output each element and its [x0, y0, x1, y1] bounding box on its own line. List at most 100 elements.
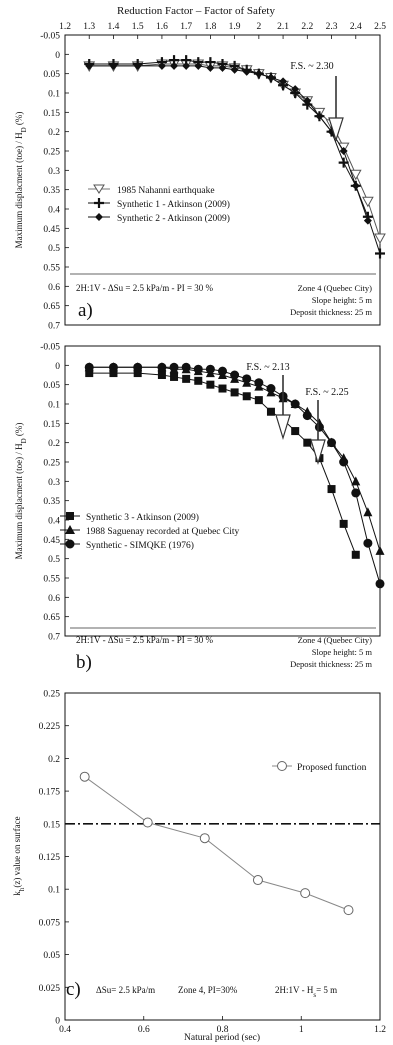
legend-label-synthetic-2: Synthetic 2 - Atkinson (2009) — [117, 213, 230, 224]
data-point-c-1-2 — [142, 817, 153, 828]
y-tick-label-a: 0.35 — [43, 186, 60, 196]
y-tick-label-a: 0.25 — [43, 148, 60, 158]
data-point-b-3-18 — [327, 438, 337, 448]
x-tick-label-a: 1.4 — [108, 22, 120, 32]
data-point-b-3-7 — [193, 364, 203, 374]
y-tick-label-b: 0.6 — [48, 594, 60, 604]
data-point-b-3-4 — [157, 362, 167, 372]
fs-arrow-head-a — [328, 117, 344, 142]
data-point-b-1-5 — [170, 372, 179, 381]
data-point-b-1-4 — [157, 371, 166, 379]
panel-c: 0.4 0.6 0.8 1 1.2 0 0.025 0.05 0.075 0.1 0.125 0.1… — [12, 690, 386, 1044]
y-tick-label-c: 0 — [55, 1017, 60, 1027]
y-tick-label-b: 0.05 — [43, 381, 60, 391]
series-line-b-3 — [89, 366, 381, 584]
y-tick-label-b: 0.15 — [43, 420, 60, 430]
data-point-c-1-6 — [343, 905, 354, 916]
x-tick-label-a: 2.1 — [277, 22, 289, 32]
info-right-a-1: Zone 4 (Quebec City) — [298, 283, 373, 293]
data-point-b-3-19 — [339, 457, 349, 467]
data-point-b-1-12 — [254, 396, 263, 405]
y-tick-label-c: 0.1 — [48, 886, 60, 896]
y-axis-title-b: Maximum displacment (toe) / HD (%) — [14, 423, 28, 560]
data-point-a-3-13 — [266, 73, 275, 82]
y-tick-label-a: 0 — [55, 51, 60, 61]
y-tick-label-c: 0.05 — [43, 951, 60, 961]
y-tick-label-a: 0.55 — [43, 264, 60, 274]
legend-label-nahanni: 1985 Nahanni earthquake — [117, 186, 215, 196]
y-tick-label-b: 0.7 — [48, 633, 60, 643]
legend-marker-nahanni — [93, 184, 105, 194]
data-point-b-1-13 — [266, 407, 275, 416]
data-point-a-3-17 — [315, 112, 324, 121]
info-right-a-3: Deposit thickness: 25 m — [290, 307, 372, 317]
data-point-b-1-1 — [85, 369, 94, 378]
x-tick-label-a: 1.3 — [83, 22, 95, 32]
data-point-b-1-7 — [194, 376, 203, 385]
data-point-b-1-15 — [291, 427, 300, 436]
x-tick-label-a: 1.9 — [229, 22, 241, 32]
y-tick-label-a: 0.7 — [48, 322, 60, 332]
data-point-a-3-19 — [339, 147, 348, 155]
x-tick-label-c: 1 — [299, 1025, 304, 1035]
data-point-a-3-20 — [351, 181, 360, 190]
plot-frame-c — [64, 692, 381, 1021]
data-point-b-1-19 — [339, 519, 348, 528]
data-point-a-3-10 — [230, 65, 239, 74]
x-tick-label-a: 1.6 — [156, 22, 168, 32]
series-line-c-1 — [84, 776, 349, 911]
data-point-c-1-4 — [252, 875, 263, 886]
data-point-b-3-21 — [363, 538, 373, 548]
info-c-zone: Zone 4, PI=30% — [178, 985, 238, 995]
y-tick-label-b: 0.25 — [43, 459, 60, 469]
data-point-a-3-3 — [133, 61, 142, 70]
y-tick-label-b: 0.55 — [43, 575, 60, 585]
x-tick-label-a: 2 — [256, 22, 261, 32]
series-line-b-2 — [89, 366, 381, 552]
plot-frame-a — [64, 34, 381, 326]
y-tick-label-a: 0.2 — [48, 128, 60, 138]
data-point-a-3-1 — [85, 61, 94, 70]
legend-b: Synthetic 3 - Atkinson (2009) 1988 Sague… — [60, 512, 240, 551]
data-point-b-1-3 — [133, 369, 142, 378]
data-point-b-1-2 — [109, 369, 118, 378]
y-tick-label-c: 0.175 — [39, 788, 61, 798]
y-tick-label-b: 0.4 — [48, 517, 60, 527]
legend-c: Proposed function — [272, 761, 367, 773]
y-tick-label-b: 0.1 — [48, 401, 60, 411]
y-tick-label-a: 0.1 — [48, 90, 60, 100]
data-point-c-1-3 — [199, 833, 210, 844]
y-tick-label-c: 0.025 — [39, 984, 61, 994]
data-point-a-1-22 — [374, 233, 386, 245]
data-point-b-3-11 — [242, 374, 252, 384]
data-point-a-3-12 — [254, 69, 263, 78]
data-point-a-1-20 — [349, 169, 362, 181]
top-axis-title: Reduction Factor – Factor of Safety — [117, 5, 275, 17]
data-point-a-3-8 — [206, 63, 215, 72]
panel-label-b: b) — [76, 652, 92, 673]
y-tick-label-a: 0.05 — [43, 70, 60, 80]
y-tick-label-a: 0.45 — [43, 225, 60, 235]
x-tick-label-a: 1.7 — [180, 22, 192, 32]
legend-marker-saguenay — [65, 525, 75, 534]
data-point-b-3-3 — [133, 362, 143, 372]
legend-label-synthetic-1: Synthetic 1 - Atkinson (2009) — [117, 199, 230, 210]
x-axis-title-c: Natural period (sec) — [184, 1032, 260, 1043]
y-tick-label-c: 0.15 — [43, 820, 60, 830]
data-point-a-2-22 — [375, 248, 385, 259]
y-tick-label-a: 0.4 — [48, 206, 60, 216]
y-tick-label-a: 0.3 — [48, 167, 60, 177]
info-left-a: 2H:1V - ΔSu = 2.5 kPa/m - PI = 30 % — [76, 283, 214, 293]
fs-annotation-a: F.S. ~ 2.30 — [290, 61, 333, 72]
data-point-a-3-9 — [218, 63, 227, 72]
data-point-b-3-17 — [314, 422, 324, 432]
data-point-a-3-6 — [182, 61, 191, 70]
series-line-a-3 — [89, 65, 369, 221]
data-point-b-3-15 — [290, 399, 300, 409]
data-point-a-3-15 — [291, 85, 300, 94]
data-point-a-3-16 — [303, 96, 312, 105]
plot-frame-b — [64, 345, 381, 637]
data-point-b-1-9 — [218, 384, 227, 393]
data-point-b-3-10 — [230, 370, 240, 380]
